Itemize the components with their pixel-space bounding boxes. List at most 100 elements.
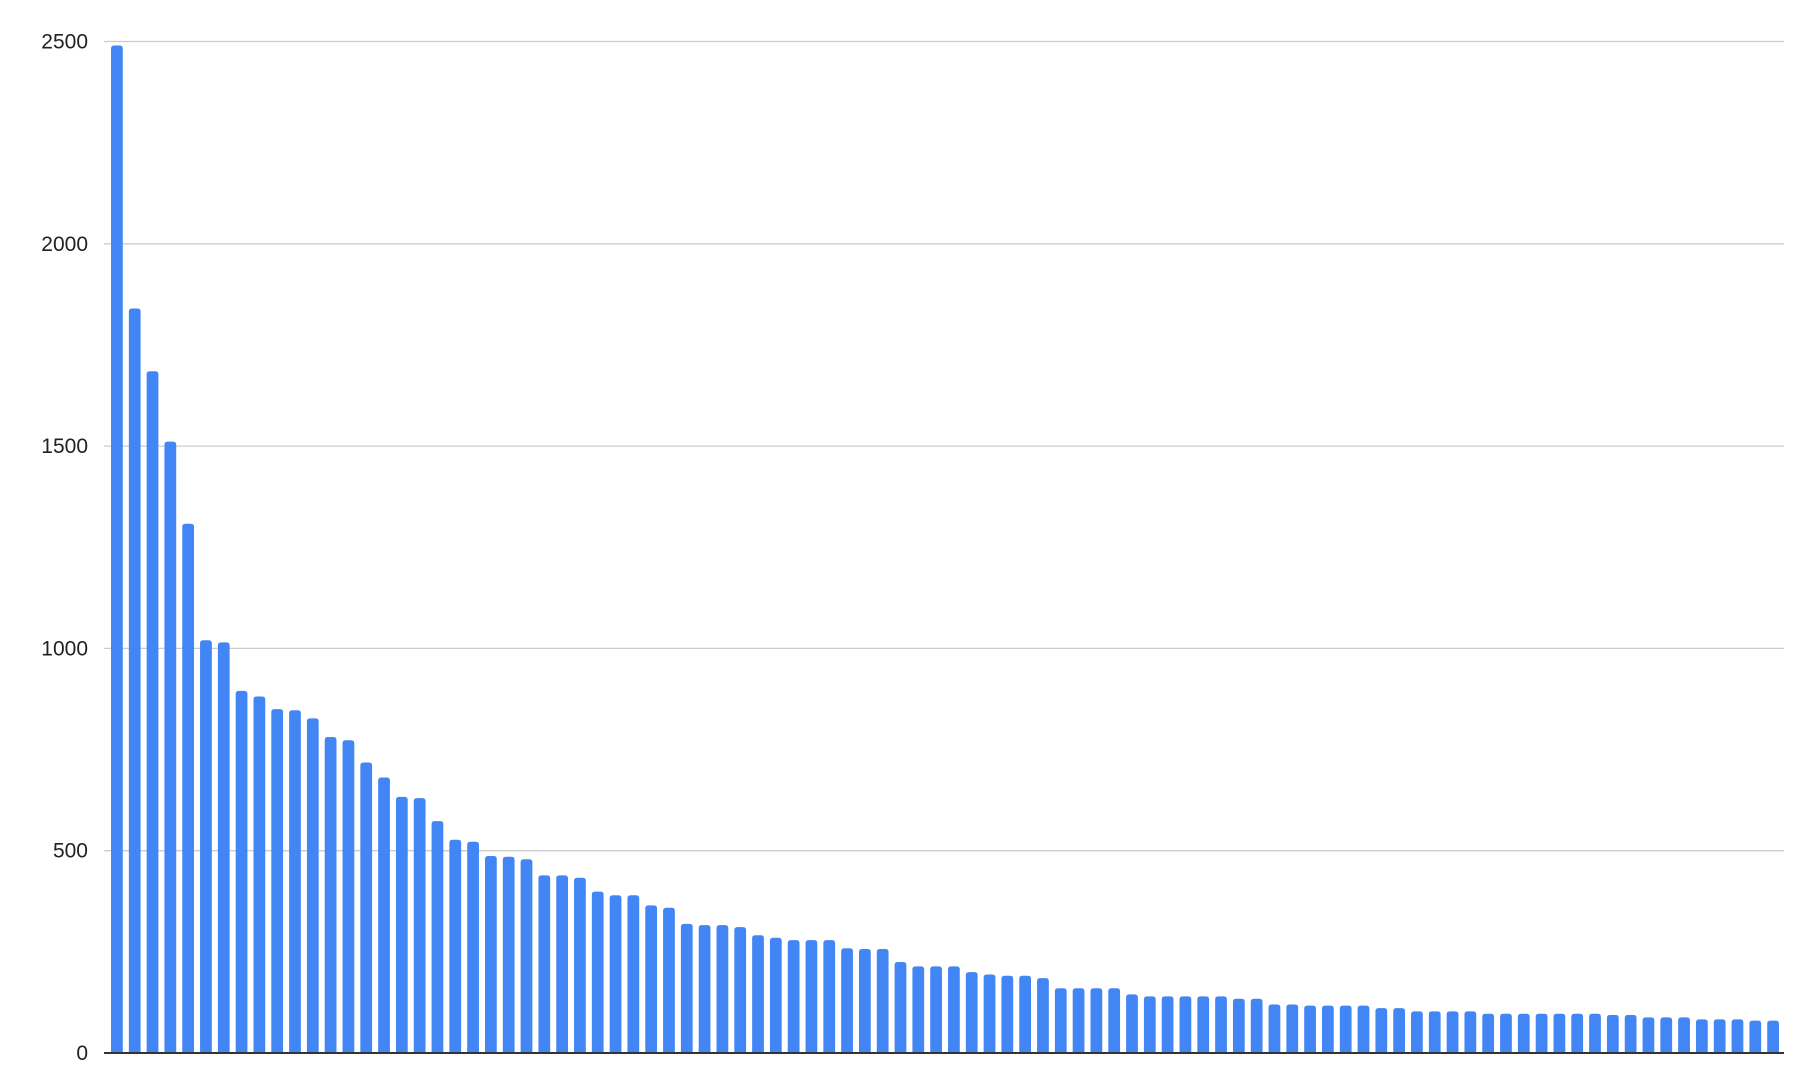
bar-34: [698, 925, 711, 1053]
bar-56: [1090, 988, 1103, 1053]
bar-69: [1322, 1005, 1334, 1053]
bar-83: [1571, 1013, 1584, 1053]
bar-46: [912, 966, 925, 1053]
bar-74: [1411, 1011, 1423, 1053]
bar-6: [200, 640, 212, 1053]
bar-84: [1589, 1013, 1601, 1053]
bar-20: [449, 839, 462, 1053]
bar-50: [983, 974, 996, 1053]
bar-86: [1624, 1014, 1637, 1053]
bar-36: [734, 927, 747, 1053]
bar-93: [1749, 1020, 1762, 1053]
bar-24: [520, 859, 533, 1053]
bar-62: [1197, 996, 1210, 1053]
bar-16: [378, 777, 390, 1053]
bar-73: [1393, 1008, 1405, 1053]
bar-32: [663, 907, 675, 1053]
bar-88: [1660, 1017, 1673, 1053]
bar-44: [876, 949, 889, 1053]
bars: [111, 45, 1779, 1053]
bar-90: [1695, 1019, 1708, 1053]
bar-49: [965, 972, 978, 1053]
bar-64: [1232, 998, 1245, 1053]
bar-26: [556, 875, 568, 1053]
bar-48: [948, 966, 960, 1053]
bar-42: [841, 948, 853, 1053]
bar-70: [1339, 1005, 1352, 1053]
bar-4: [164, 441, 177, 1053]
bar-61: [1179, 996, 1192, 1053]
bar-91: [1713, 1019, 1726, 1053]
y-tick-label: 500: [53, 840, 88, 863]
bar-7: [217, 642, 230, 1053]
bar-10: [271, 709, 284, 1053]
bar-13: [324, 737, 337, 1053]
bar-47: [930, 966, 942, 1053]
bar-66: [1268, 1004, 1281, 1053]
bar-33: [680, 923, 693, 1053]
bar-72: [1375, 1008, 1388, 1053]
bar-92: [1731, 1019, 1744, 1053]
bar-77: [1464, 1011, 1477, 1053]
bar-1: [111, 45, 123, 1053]
bar-18: [413, 798, 426, 1053]
bar-39: [787, 940, 800, 1053]
bar-63: [1215, 996, 1227, 1053]
bar-3: [146, 371, 159, 1053]
bar-2: [128, 308, 141, 1053]
y-tick-label: 1500: [41, 435, 88, 458]
bar-41: [823, 940, 836, 1053]
bar-67: [1286, 1004, 1299, 1053]
bar-9: [253, 696, 266, 1053]
bar-58: [1126, 994, 1138, 1053]
bar-19: [431, 821, 444, 1053]
bar-87: [1642, 1017, 1655, 1053]
bar-28: [591, 891, 604, 1053]
bar-79: [1500, 1013, 1512, 1053]
bar-52: [1019, 975, 1032, 1053]
bar-78: [1482, 1013, 1495, 1053]
y-tick-label: 1000: [41, 637, 88, 660]
bar-23: [502, 856, 515, 1053]
bar-85: [1606, 1014, 1619, 1053]
bar-15: [360, 762, 373, 1053]
bar-82: [1553, 1013, 1566, 1053]
bar-40: [805, 940, 818, 1053]
bar-11: [289, 710, 301, 1053]
bar-94: [1767, 1020, 1779, 1053]
bar-57: [1108, 988, 1121, 1053]
bar-76: [1446, 1011, 1459, 1053]
bar-21: [467, 841, 479, 1053]
bar-68: [1304, 1005, 1316, 1053]
bar-31: [645, 905, 658, 1053]
bar-45: [894, 961, 907, 1053]
bar-65: [1250, 998, 1263, 1053]
y-axis-ticks: 0 500 1000 1500 2000 2500: [41, 31, 88, 1066]
bar-17: [395, 796, 408, 1053]
bar-25: [538, 875, 551, 1053]
bar-38: [769, 937, 782, 1053]
y-tick-label: 0: [76, 1042, 88, 1065]
bar-59: [1143, 996, 1156, 1053]
bar-12: [306, 718, 319, 1053]
bar-43: [858, 949, 871, 1053]
bar-35: [716, 925, 729, 1053]
bar-71: [1357, 1005, 1370, 1053]
bar-51: [1001, 975, 1014, 1053]
bar-54: [1054, 988, 1067, 1053]
bar-55: [1072, 988, 1085, 1053]
bar-37: [752, 935, 764, 1053]
bar-80: [1517, 1013, 1530, 1053]
bar-60: [1161, 996, 1174, 1053]
bar-30: [627, 895, 640, 1053]
bar-81: [1535, 1013, 1548, 1053]
gridlines: [104, 40, 1784, 852]
y-tick-label: 2500: [41, 31, 88, 54]
bar-53: [1037, 978, 1049, 1053]
bar-8: [235, 690, 248, 1053]
bar-5: [182, 523, 195, 1053]
bar-75: [1428, 1011, 1441, 1053]
bar-27: [574, 877, 586, 1053]
bar-22: [485, 855, 497, 1053]
